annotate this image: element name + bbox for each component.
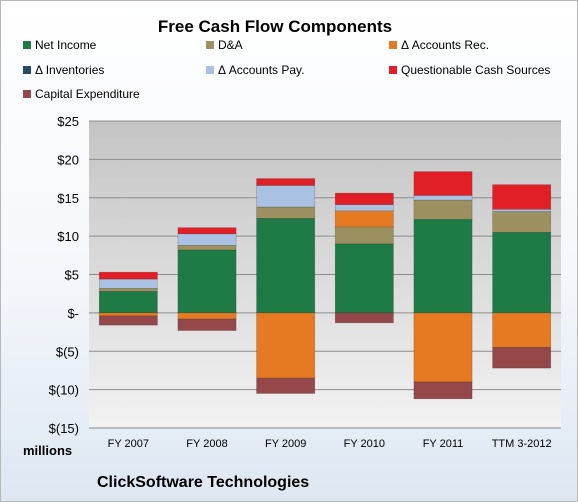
bar-d-a-ttm-3-2012: [492, 211, 552, 233]
bar-d-a-fy-2009: [256, 206, 316, 219]
legend-label-accounts-pay: Δ Accounts Pay.: [218, 63, 305, 77]
bar-d-a-fy-2008: [177, 245, 237, 251]
bar-accounts-rec-fy-2009: [256, 312, 316, 379]
bar-d-a-fy-2010: [334, 226, 394, 245]
legend-swatch-accounts-pay: [206, 66, 214, 74]
bar-net-income-fy-2010: [334, 243, 394, 314]
bar-questionable-cash-sources-fy-2008: [177, 227, 237, 235]
y-tick-label: $(10): [49, 383, 79, 398]
y-axis-ticks: $25 $20 $15 $10 $5 $- $(5) $(10) $(15): [49, 114, 79, 436]
legend-label-inventories: Δ Inventories: [35, 63, 104, 77]
legend-swatch-net-income: [23, 41, 31, 49]
chart-title: Free Cash Flow Components: [158, 17, 392, 36]
legend-swatch-d-a: [206, 41, 214, 49]
y-tick-label: $25: [57, 114, 79, 129]
legend-label-capital-expenditure: Capital Expenditure: [35, 87, 140, 101]
bar-questionable-cash-sources-fy-2010: [334, 192, 394, 205]
y-tick-label: $(5): [56, 344, 79, 359]
bar-net-income-ttm-3-2012: [492, 231, 552, 314]
y-tick-label: $10: [57, 229, 79, 244]
x-tick-label: TTM 3-2012: [492, 438, 552, 450]
bar-capital-expenditure-fy-2007: [98, 315, 158, 326]
company-name: ClickSoftware Technologies: [97, 474, 309, 491]
chart-legend: Net Income D&A Δ Accounts Rec. Δ Inventorie…: [23, 38, 550, 101]
bar-accounts-rec-fy-2007: [98, 312, 158, 317]
bar-capital-expenditure-fy-2010: [334, 312, 394, 324]
bar-questionable-cash-sources-fy-2009: [256, 178, 316, 186]
x-tick-label: FY 2010: [344, 438, 385, 450]
bar-accounts-pay-fy-2008: [177, 233, 237, 246]
bar-accounts-rec-ttm-3-2012: [492, 312, 552, 348]
x-tick-label: FY 2008: [186, 438, 227, 450]
y-tick-label: $5: [65, 268, 79, 283]
legend-swatch-questionable-cash-sources: [389, 66, 397, 74]
bar-capital-expenditure-fy-2008: [177, 318, 237, 331]
legend-label-questionable-cash-sources: Questionable Cash Sources: [401, 63, 550, 77]
x-tick-label: FY 2007: [108, 438, 149, 450]
y-tick-label: $15: [57, 191, 79, 206]
bar-capital-expenditure-fy-2011: [413, 381, 473, 400]
bar-accounts-rec-fy-2010: [334, 210, 394, 228]
bar-capital-expenditure-fy-2009: [256, 377, 316, 394]
bar-stacks: [98, 171, 552, 400]
bar-accounts-pay-ttm-3-2012: [492, 208, 552, 212]
legend-label-accounts-rec: Δ Accounts Rec.: [401, 38, 489, 52]
bar-net-income-fy-2007: [98, 291, 158, 314]
bar-accounts-pay-fy-2009: [256, 185, 316, 208]
legend-swatch-accounts-rec: [389, 41, 397, 49]
gridlines: [89, 120, 561, 429]
bar-net-income-fy-2009: [256, 218, 316, 314]
y-tick-label: $-: [67, 306, 79, 321]
bar-accounts-pay-fy-2010: [334, 204, 394, 212]
bar-accounts-pay-fy-2007: [98, 278, 158, 289]
bar-accounts-rec-fy-2008: [177, 312, 237, 320]
legend-label-net-income: Net Income: [35, 38, 97, 52]
bar-d-a-fy-2011: [413, 199, 473, 220]
bar-questionable-cash-sources-fy-2011: [413, 171, 473, 196]
x-tick-label: FY 2009: [265, 438, 306, 450]
bar-capital-expenditure-ttm-3-2012: [492, 347, 552, 369]
bar-accounts-pay-fy-2011: [413, 195, 473, 201]
x-axis-ticks: FY 2007 FY 2008 FY 2009 FY 2010 FY 2011 TTM 3…: [108, 438, 552, 450]
x-tick-label: FY 2011: [423, 438, 464, 450]
y-tick-label: $(15): [49, 421, 79, 436]
bar-accounts-rec-fy-2011: [413, 312, 473, 383]
legend-label-d-a: D&A: [218, 38, 243, 52]
bar-questionable-cash-sources-fy-2007: [98, 271, 158, 280]
y-tick-label: $20: [57, 152, 79, 167]
bar-net-income-fy-2011: [413, 218, 473, 314]
unit-label: millions: [23, 443, 72, 458]
legend-swatch-capital-expenditure: [23, 90, 31, 98]
bar-net-income-fy-2008: [177, 249, 237, 314]
bar-questionable-cash-sources-ttm-3-2012: [492, 184, 552, 210]
legend-swatch-inventories: [23, 66, 31, 74]
bar-d-a-fy-2007: [98, 288, 158, 292]
